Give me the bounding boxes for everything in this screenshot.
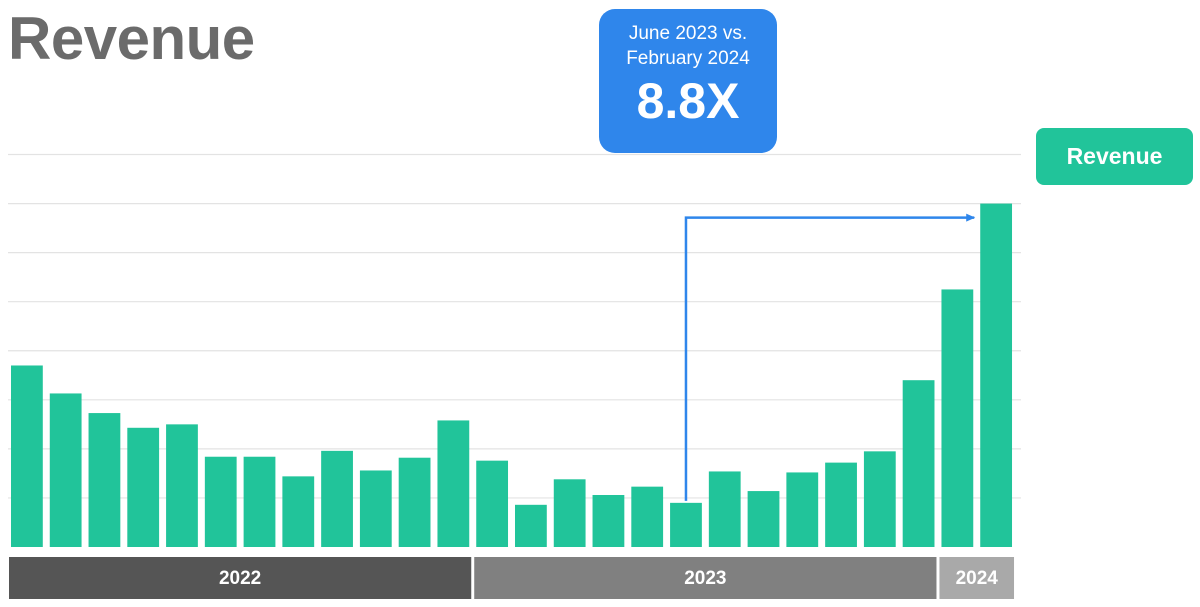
comparison-arrow (684, 213, 976, 501)
bar (166, 424, 198, 547)
bar (359, 470, 392, 547)
year-label: 2023 (684, 568, 726, 589)
bar (863, 451, 896, 547)
bar (127, 427, 160, 547)
bar (437, 420, 470, 547)
bars (11, 203, 1013, 547)
bar (747, 491, 780, 547)
year-band-2024 (939, 557, 1015, 599)
bar (88, 413, 121, 547)
bar (282, 476, 315, 547)
year-label: 2024 (956, 568, 999, 589)
bar (204, 456, 237, 547)
bar (670, 502, 702, 547)
bar (553, 479, 586, 547)
bar (941, 289, 974, 547)
bar (11, 365, 43, 547)
callout-value: 8.8X (636, 73, 740, 129)
bar (243, 456, 276, 547)
bar (708, 471, 741, 547)
callout-line2: February 2024 (626, 48, 750, 69)
year-band-2023 (474, 557, 937, 599)
year-band-2022 (9, 557, 472, 599)
bar (592, 494, 625, 547)
gridlines (8, 153, 1021, 499)
bar (321, 450, 353, 547)
bar (476, 460, 509, 547)
bar (786, 472, 819, 547)
bar (49, 393, 82, 547)
comparison-callout: June 2023 vs. February 2024 8.8X (599, 9, 777, 153)
callout-line1: June 2023 vs. (628, 23, 748, 44)
bar (631, 486, 664, 547)
bar (980, 203, 1013, 547)
chart-title: Revenue (8, 5, 255, 72)
bar (398, 457, 431, 547)
bar (902, 380, 935, 547)
bar (825, 462, 857, 547)
legend-revenue: Revenue (1036, 128, 1193, 185)
bar (515, 504, 547, 547)
comparison-arrow-line (684, 213, 976, 501)
year-label: 2022 (219, 568, 261, 589)
year-axis: 2022 2023 2024 (9, 557, 1015, 599)
